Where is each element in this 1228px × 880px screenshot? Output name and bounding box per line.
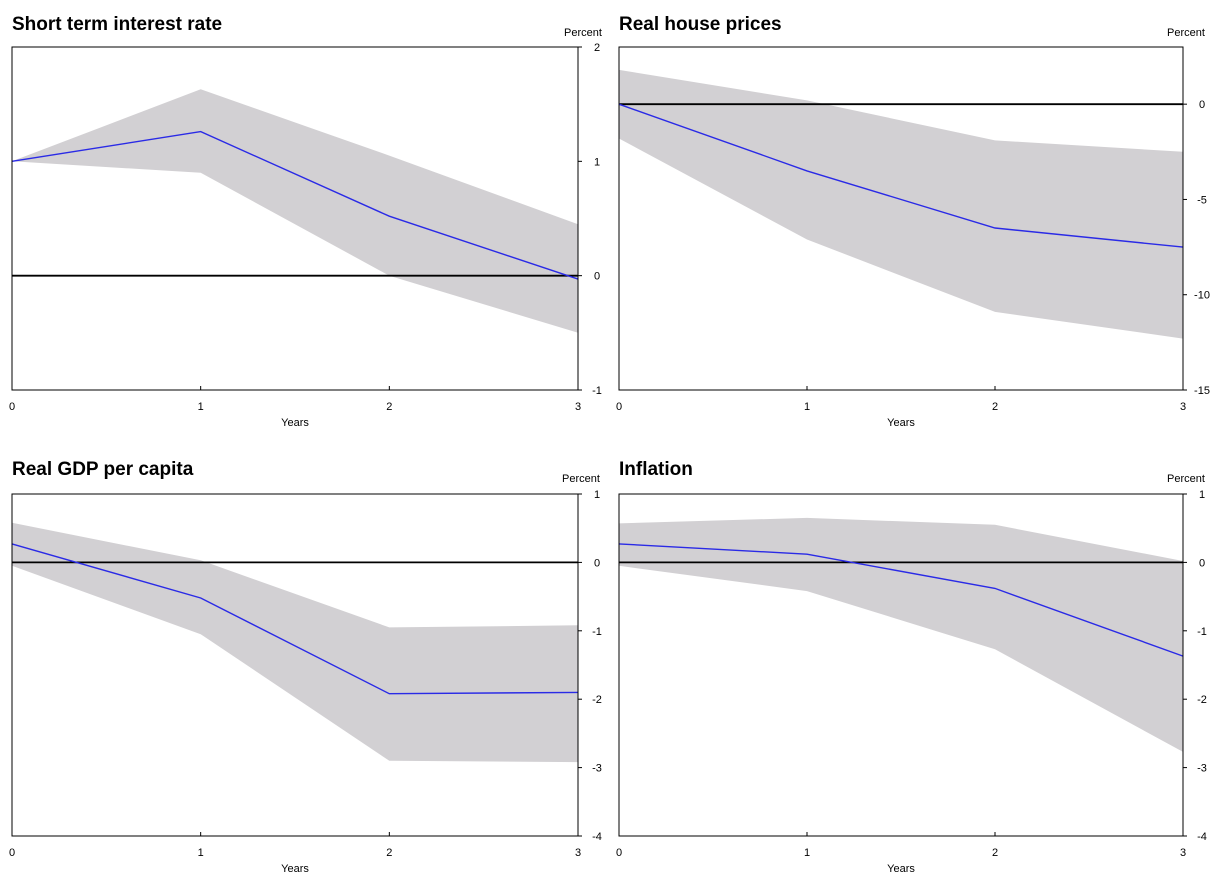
series-line	[618, 103, 1184, 248]
x-tick-label: 0	[616, 847, 622, 859]
y-tick-label: 1	[594, 489, 600, 501]
chart-title: Short term interest rate	[12, 14, 223, 35]
confidence-band	[619, 517, 1183, 752]
x-tick-label: 3	[1180, 847, 1186, 859]
y-tick-label: -4	[592, 831, 602, 843]
x-tick-label: 0	[9, 401, 15, 413]
x-tick-label: 0	[9, 847, 15, 859]
x-tick-label: 1	[804, 401, 810, 413]
x-tick-label: 2	[992, 847, 998, 859]
x-axis-label: Years	[281, 863, 309, 875]
x-axis-label: Years	[887, 863, 915, 875]
x-tick-label: 1	[198, 847, 204, 859]
y-tick-label: -3	[1197, 763, 1207, 775]
y-tick-label: -1	[1197, 626, 1207, 638]
y-tick-label: -2	[1197, 694, 1207, 706]
y-axis-unit-label: Percent	[564, 27, 602, 39]
x-tick-label: 3	[1180, 401, 1186, 413]
series-line	[11, 130, 579, 280]
y-tick-label: -1	[592, 626, 602, 638]
y-tick-label: -3	[592, 763, 602, 775]
confidence-band	[619, 69, 1183, 339]
plot-frame	[11, 46, 579, 391]
confidence-band	[12, 89, 578, 333]
y-tick-label: 0	[1199, 557, 1205, 569]
x-tick-label: 2	[992, 401, 998, 413]
y-tick-label: 0	[594, 271, 600, 283]
x-tick-label: 2	[386, 401, 392, 413]
y-tick-label: 0	[1199, 99, 1205, 111]
y-tick-label: -10	[1194, 290, 1210, 302]
y-tick-label: -1	[592, 385, 602, 397]
y-tick-label: -4	[1197, 831, 1207, 843]
x-tick-label: 1	[198, 401, 204, 413]
y-tick-label: -5	[1197, 194, 1207, 206]
series-line	[618, 543, 1184, 657]
x-tick-label: 3	[575, 401, 581, 413]
chart-title: Inflation	[619, 459, 693, 480]
y-axis-unit-label: Percent	[562, 473, 600, 485]
y-tick-label: 1	[1199, 489, 1205, 501]
plot-frame	[11, 493, 579, 837]
plot-frame	[618, 493, 1184, 837]
series-line	[11, 543, 579, 695]
y-tick-label: -2	[592, 694, 602, 706]
y-axis-unit-label: Percent	[1167, 27, 1205, 39]
chart-title: Real house prices	[619, 14, 782, 35]
y-tick-label: 2	[594, 42, 600, 54]
y-tick-label: 0	[594, 557, 600, 569]
plot-frame	[618, 46, 1184, 391]
chart-title: Real GDP per capita	[12, 459, 194, 480]
y-tick-label: -15	[1194, 385, 1210, 397]
y-axis-unit-label: Percent	[1167, 473, 1205, 485]
x-tick-label: 1	[804, 847, 810, 859]
x-axis-label: Years	[281, 417, 309, 429]
x-tick-label: 2	[386, 847, 392, 859]
confidence-band	[12, 522, 578, 763]
x-tick-label: 3	[575, 847, 581, 859]
x-axis-label: Years	[887, 417, 915, 429]
x-tick-label: 0	[616, 401, 622, 413]
y-tick-label: 1	[594, 156, 600, 168]
